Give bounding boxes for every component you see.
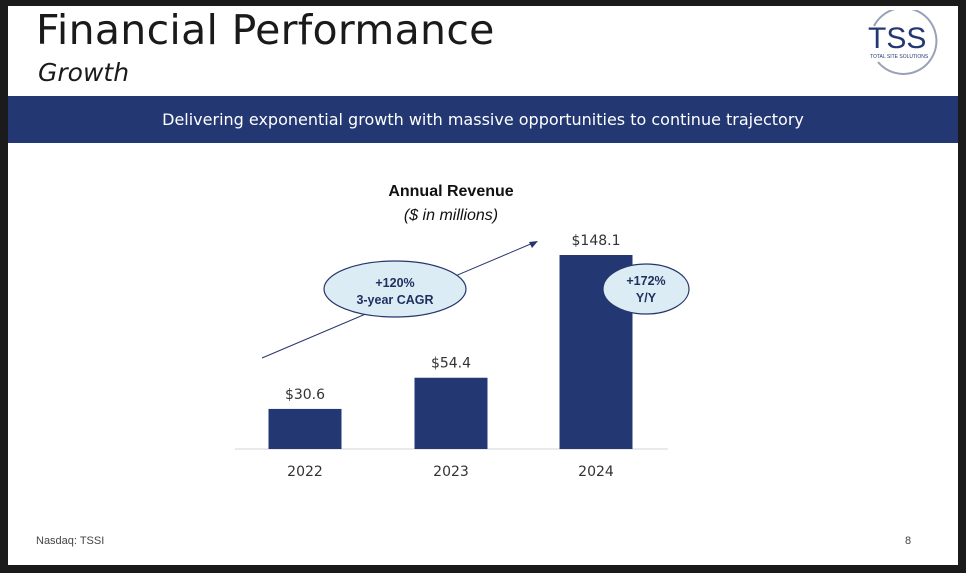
bar-2023 bbox=[414, 377, 488, 449]
page-number: 8 bbox=[905, 535, 912, 547]
page-title: Financial Performance bbox=[36, 6, 495, 54]
footer-ticker: Nasdaq: TSSI bbox=[36, 535, 105, 547]
x-tick-2022: 2022 bbox=[287, 464, 323, 480]
logo-tagline: TOTAL SITE SOLUTIONS bbox=[870, 54, 929, 60]
page-subtitle: Growth bbox=[38, 58, 130, 87]
value-label-2024: $148.1 bbox=[572, 233, 621, 249]
yoy-line-2: Y/Y bbox=[636, 291, 657, 305]
tss-logo: TSS TOTAL SITE SOLUTIONS bbox=[868, 10, 938, 75]
logo-text: TSS bbox=[868, 22, 926, 55]
trend-arrowhead bbox=[529, 241, 538, 248]
cagr-line-1: +120% bbox=[375, 276, 414, 290]
cagr-bubble bbox=[323, 260, 467, 318]
slide: Financial Performance Growth TSS TOTAL S… bbox=[8, 6, 958, 565]
yoy-line-1: +172% bbox=[626, 274, 665, 288]
chart-subtitle: ($ in millions) bbox=[404, 207, 498, 224]
cagr-line-2: 3-year CAGR bbox=[356, 293, 433, 307]
yoy-bubble bbox=[602, 263, 690, 315]
banner-text: Delivering exponential growth with massi… bbox=[162, 110, 804, 129]
banner: Delivering exponential growth with massi… bbox=[8, 96, 958, 143]
logo-arc bbox=[873, 10, 938, 75]
chart-title: Annual Revenue bbox=[388, 183, 513, 200]
value-label-2022: $30.6 bbox=[285, 387, 325, 403]
x-tick-2023: 2023 bbox=[433, 464, 469, 480]
bar-2022 bbox=[268, 408, 342, 449]
value-label-2023: $54.4 bbox=[431, 356, 471, 372]
revenue-chart: Annual Revenue ($ in millions) $30.6 2022… bbox=[235, 183, 690, 480]
x-tick-2024: 2024 bbox=[578, 464, 614, 480]
